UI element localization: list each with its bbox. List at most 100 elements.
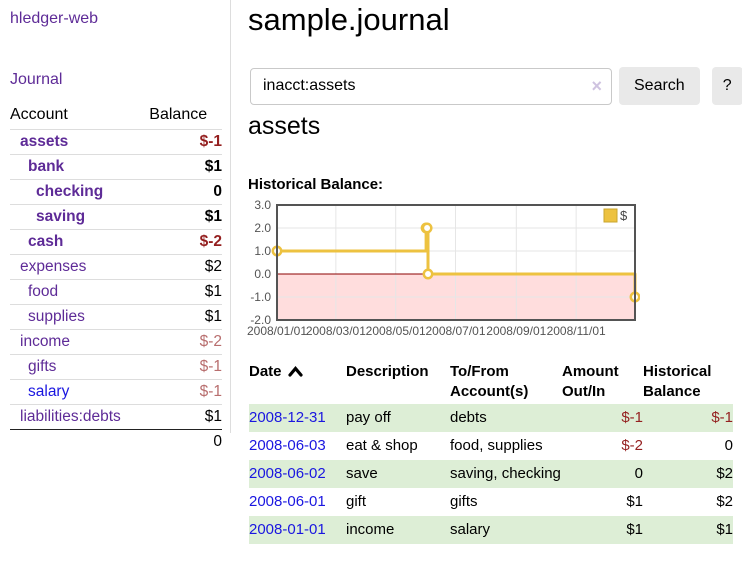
page-title: sample.journal: [248, 2, 450, 37]
sidebar-account-cash[interactable]: cash: [28, 233, 64, 250]
transaction-description: save: [346, 465, 378, 482]
transaction-row: 2008-01-01 income salary $1 $1: [249, 516, 733, 544]
account-name-cell: income: [10, 329, 150, 355]
account-name-cell: bank: [10, 154, 150, 180]
account-name-cell: assets: [10, 129, 150, 155]
account-balance: $1: [149, 204, 222, 230]
transaction-description: pay off: [346, 409, 391, 426]
account-balance: $1: [149, 304, 222, 330]
account-heading: assets: [248, 112, 321, 140]
accounts-header-balance: Balance: [149, 106, 208, 123]
svg-text:-1.0: -1.0: [250, 290, 271, 304]
clear-search-icon[interactable]: ×: [591, 75, 602, 96]
transaction-balance: $2: [716, 493, 733, 510]
transaction-balance: 0: [724, 437, 733, 454]
account-balance: $1: [149, 154, 222, 180]
search-box: ×: [250, 67, 612, 105]
account-name-cell: food: [10, 279, 150, 305]
transaction-balance: $2: [716, 465, 733, 482]
help-button[interactable]: ?: [711, 67, 742, 105]
transaction-amount: $1: [626, 493, 643, 510]
sidebar-account-food[interactable]: food: [28, 283, 59, 300]
transaction-date-link[interactable]: 2008-06-01: [249, 493, 326, 510]
sidebar: hledger-web Journal Account Balance asse…: [0, 0, 231, 454]
accounts-table: Account Balance assets $-1 bank $1 checking 0…: [10, 101, 222, 454]
register-header-balance: Historical Balance: [643, 363, 712, 400]
sidebar-account-gifts[interactable]: gifts: [28, 358, 57, 375]
svg-text:$: $: [620, 208, 628, 223]
transaction-row: 2008-12-31 pay off debts $-1 $-1: [249, 404, 733, 432]
transaction-accounts: food, supplies: [450, 437, 543, 454]
account-row: cash $-2: [10, 229, 222, 255]
transaction-row: 2008-06-02 save saving, checking 0 $2: [249, 460, 733, 488]
transaction-date-link[interactable]: 2008-01-01: [249, 521, 326, 538]
account-name-cell: gifts: [10, 354, 150, 380]
account-row: income $-2: [10, 329, 222, 355]
account-balance: $-1: [149, 379, 222, 405]
register-header-date[interactable]: Date: [249, 360, 346, 404]
account-row: salary $-1: [10, 379, 222, 405]
account-balance: $1: [149, 404, 222, 430]
transaction-amount: $-2: [621, 437, 643, 454]
account-row: assets $-1: [10, 129, 222, 155]
transaction-row: 2008-06-01 gift gifts $1 $2: [249, 488, 733, 516]
search-form: × Search ?: [250, 67, 742, 105]
sidebar-account-salary[interactable]: salary: [28, 383, 70, 400]
account-balance: 0: [149, 179, 222, 205]
sidebar-account-assets[interactable]: assets: [20, 133, 69, 150]
account-balance: $-2: [149, 229, 222, 255]
sidebar-item-journal[interactable]: Journal: [10, 71, 63, 88]
transaction-amount: $-1: [621, 409, 643, 426]
transaction-date-cell: 2008-01-01: [249, 516, 346, 544]
account-row: checking 0: [10, 179, 222, 205]
search-input[interactable]: [250, 67, 612, 105]
register-header-amount: Amount Out/In: [562, 363, 619, 400]
accounts-header-account: Account: [10, 106, 68, 123]
register-header-accts: To/From Account(s): [450, 363, 529, 400]
svg-text:0.0: 0.0: [254, 267, 271, 281]
brand-link[interactable]: hledger-web: [10, 10, 99, 27]
transaction-date-link[interactable]: 2008-06-02: [249, 465, 326, 482]
accounts-total-spacer: [10, 429, 150, 454]
sidebar-account-income[interactable]: income: [20, 333, 70, 350]
transaction-date-cell: 2008-06-02: [249, 460, 346, 488]
transaction-date-cell: 2008-06-01: [249, 488, 346, 516]
svg-text:-2.0: -2.0: [250, 313, 271, 327]
transaction-date-link[interactable]: 2008-06-03: [249, 437, 326, 454]
account-row: expenses $2: [10, 254, 222, 280]
sidebar-account-bank[interactable]: bank: [28, 158, 65, 175]
accounts-header-row: Account Balance: [10, 101, 222, 130]
transaction-accounts: debts: [450, 409, 487, 426]
svg-text:3.0: 3.0: [254, 200, 271, 212]
transaction-accounts: saving, checking: [450, 465, 561, 482]
account-balance: $-1: [149, 354, 222, 380]
transaction-date-link[interactable]: 2008-12-31: [249, 409, 326, 426]
sidebar-account-checking[interactable]: checking: [36, 183, 104, 200]
svg-text:2008/01/01: 2008/01/01: [247, 324, 307, 338]
account-balance: $2: [149, 254, 222, 280]
account-name-cell: salary: [10, 379, 150, 405]
svg-text:2008/11/01: 2008/11/01: [547, 324, 606, 338]
account-name-cell: liabilities:debts: [10, 404, 150, 430]
sidebar-account-saving[interactable]: saving: [36, 208, 86, 225]
sidebar-account-supplies[interactable]: supplies: [28, 308, 85, 325]
sidebar-account-expenses[interactable]: expenses: [20, 258, 87, 275]
svg-text:2.0: 2.0: [254, 221, 271, 235]
account-row: bank $1: [10, 154, 222, 180]
register-header-row: Date Description To/From Account(s) Amount Ou…: [249, 360, 733, 404]
svg-text:2008/07/01: 2008/07/01: [425, 324, 485, 338]
search-button[interactable]: Search: [619, 67, 700, 105]
account-name-cell: cash: [10, 229, 150, 255]
account-name-cell: checking: [10, 179, 150, 205]
svg-text:2008/03/01: 2008/03/01: [306, 324, 366, 338]
account-row: food $1: [10, 279, 222, 305]
svg-text:2008/05/01: 2008/05/01: [366, 324, 426, 338]
chart-svg: 3.0 2.0 1.0 0.0 -1.0 -2.02008/01/012008/03/01…: [247, 198, 641, 338]
sidebar-account-liabilities-debts[interactable]: liabilities:debts: [20, 408, 121, 425]
accounts-total-row: 0: [10, 429, 222, 454]
historical-balance-chart[interactable]: 3.0 2.0 1.0 0.0 -1.0 -2.0 2008/01/01 2008/03/01…: [240, 198, 641, 342]
register-header-desc: Description: [346, 363, 429, 380]
account-name-cell: saving: [10, 204, 150, 230]
account-row: saving $1: [10, 204, 222, 230]
transaction-accounts: salary: [450, 521, 491, 538]
